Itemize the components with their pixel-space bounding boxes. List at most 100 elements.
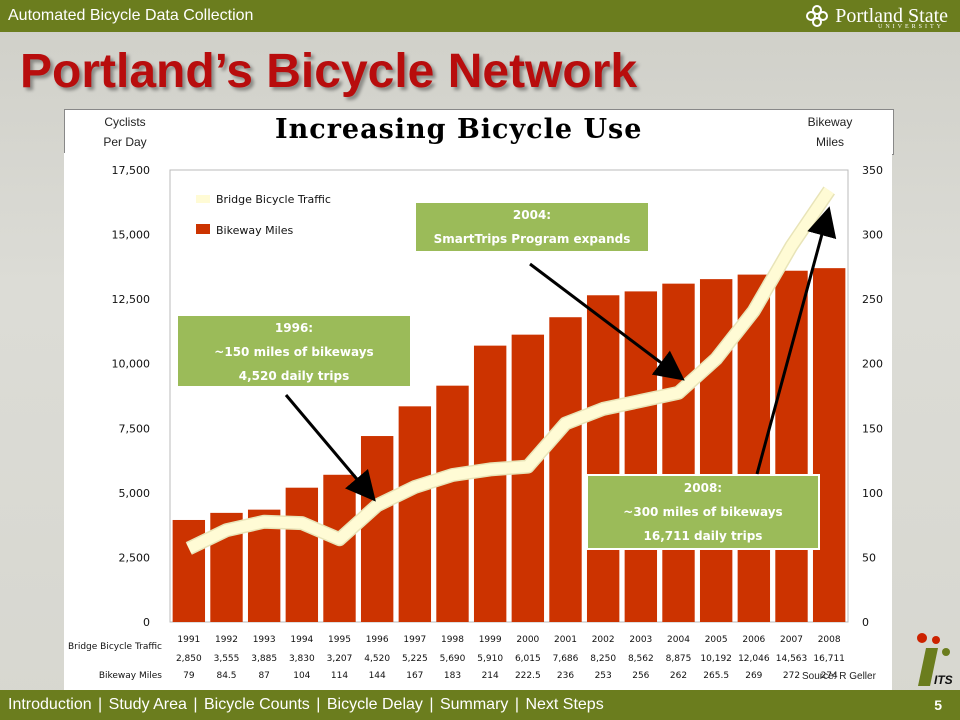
logo-name: Portland State — [835, 5, 948, 27]
callout-2004-line1: 2004: — [512, 208, 552, 222]
bar-value-label: 144 — [369, 671, 386, 681]
bar-1994 — [285, 487, 319, 622]
left-tick-label: 17,500 — [112, 164, 151, 177]
line-value-label: 3,207 — [327, 654, 353, 664]
bar-value-label: 265.5 — [703, 671, 729, 681]
callout-2008-line3: 16,711 daily trips — [643, 529, 763, 543]
bar-value-label: 183 — [444, 671, 461, 681]
nav-item-next-steps[interactable]: Next Steps — [525, 696, 604, 713]
right-tick-label: 350 — [862, 164, 883, 177]
right-tick-label: 200 — [862, 358, 883, 371]
line-value-label: 8,562 — [628, 654, 654, 664]
right-axis-title-1: Bikeway — [807, 115, 853, 129]
x-tick-label: 1996 — [366, 635, 389, 645]
line-value-label: 3,555 — [214, 654, 240, 664]
x-tick-label: 1993 — [253, 635, 276, 645]
callout-1996-line3: 4,520 daily trips — [238, 369, 350, 383]
bar-value-label: 167 — [406, 671, 423, 681]
psu-logo-icon — [806, 5, 829, 27]
callout-2008-line2: ~300 miles of bikeways — [623, 505, 783, 519]
legend-label-line: Bridge Bicycle Traffic — [216, 193, 331, 206]
left-tick-label: 7,500 — [119, 422, 151, 435]
nav-separator: | — [93, 696, 107, 713]
bar-1999 — [473, 345, 507, 622]
its-dot-green — [942, 648, 950, 656]
page-number: 5 — [934, 697, 942, 713]
line-value-label: 3,830 — [289, 654, 315, 664]
row-label-bar: Bikeway Miles — [99, 671, 162, 681]
x-tick-label: 1997 — [403, 635, 426, 645]
bar-2004 — [662, 283, 695, 622]
line-value-label: 16,711 — [813, 654, 845, 664]
bar-value-label: 87 — [258, 671, 269, 681]
bar-value-label: 104 — [293, 671, 310, 681]
header-band: Automated Bicycle Data Collection Portla… — [0, 0, 960, 32]
line-value-label: 12,046 — [738, 654, 770, 664]
callout-2008: 2008: ~300 miles of bikeways 16,711 dail… — [586, 474, 820, 550]
row-label-line: Bridge Bicycle Traffic — [68, 642, 162, 652]
nav-separator: | — [424, 696, 438, 713]
left-tick-label: 2,500 — [119, 551, 151, 564]
left-axis-title-1: Cyclists — [104, 115, 146, 129]
x-tick-label: 2008 — [818, 635, 841, 645]
callout-2004: 2004: SmartTrips Program expands — [414, 201, 650, 253]
bar-2002 — [586, 295, 620, 622]
line-value-label: 4,520 — [364, 654, 390, 664]
chart-title: Increasing Bicycle Use — [275, 114, 643, 145]
x-tick-label: 1999 — [479, 635, 502, 645]
left-tick-label: 5,000 — [119, 487, 151, 500]
bar-2001 — [549, 317, 582, 622]
left-tick-label: 12,500 — [112, 293, 151, 306]
left-axis-title-2: Per Day — [103, 135, 147, 149]
its-text: ITS — [934, 673, 953, 687]
x-tick-label: 1992 — [215, 635, 238, 645]
legend-swatch-line — [196, 195, 210, 203]
x-tick-label: 1998 — [441, 635, 464, 645]
nav-item-bicycle-counts[interactable]: Bicycle Counts — [203, 696, 310, 713]
psu-logo: Portland State UNIVERSITY — [805, 2, 948, 30]
bar-1996 — [360, 436, 394, 622]
bar-value-label: 274 — [821, 671, 838, 681]
line-value-label: 5,225 — [402, 654, 428, 664]
bar-2008 — [812, 268, 846, 622]
nav-separator: | — [510, 696, 524, 713]
x-tick-label: 2002 — [592, 635, 615, 645]
line-value-label: 8,875 — [666, 654, 692, 664]
bar-value-label: 253 — [595, 671, 612, 681]
line-value-label: 2,850 — [176, 654, 202, 664]
right-tick-label: 300 — [862, 229, 883, 242]
nav-item-study-area[interactable]: Study Area — [108, 696, 187, 713]
its-logo: ITS — [917, 633, 953, 687]
org-title: Automated Bicycle Data Collection — [8, 7, 254, 24]
x-tick-label: 2007 — [780, 635, 803, 645]
x-tick-label: 2006 — [742, 635, 765, 645]
section-nav: Introduction | Study Area | Bicycle Coun… — [8, 696, 604, 714]
nav-item-introduction[interactable]: Introduction — [8, 696, 92, 713]
right-tick-label: 0 — [862, 616, 869, 629]
right-axis-title-2: Miles — [815, 135, 844, 149]
right-tick-label: 250 — [862, 293, 883, 306]
bar-value-label: 272 — [783, 671, 800, 681]
logo-sub: UNIVERSITY — [878, 24, 944, 30]
left-tick-label: 10,000 — [112, 358, 151, 371]
legend-label-bar: Bikeway Miles — [216, 224, 293, 237]
nav-item-summary[interactable]: Summary — [439, 696, 509, 713]
right-tick-label: 50 — [862, 551, 876, 564]
nav-item-bicycle-delay[interactable]: Bicycle Delay — [326, 696, 423, 713]
x-tick-label: 2003 — [629, 635, 652, 645]
line-value-label: 5,690 — [440, 654, 466, 664]
callout-1996-line1: 1996: — [274, 321, 314, 335]
callout-2008-line1: 2008: — [683, 481, 723, 495]
its-stroke — [918, 648, 938, 686]
nav-separator: | — [188, 696, 202, 713]
bar-1997 — [398, 406, 432, 622]
page-title: Portland’s Bicycle Network — [20, 45, 638, 98]
source-note: Source: R Geller — [802, 671, 876, 682]
nav-separator: | — [311, 696, 325, 713]
right-tick-label: 100 — [862, 487, 883, 500]
bar-value-label: 79 — [183, 671, 195, 681]
right-tick-label: 150 — [862, 422, 883, 435]
left-tick-label: 15,000 — [112, 229, 151, 242]
bar-value-label: 262 — [670, 671, 687, 681]
